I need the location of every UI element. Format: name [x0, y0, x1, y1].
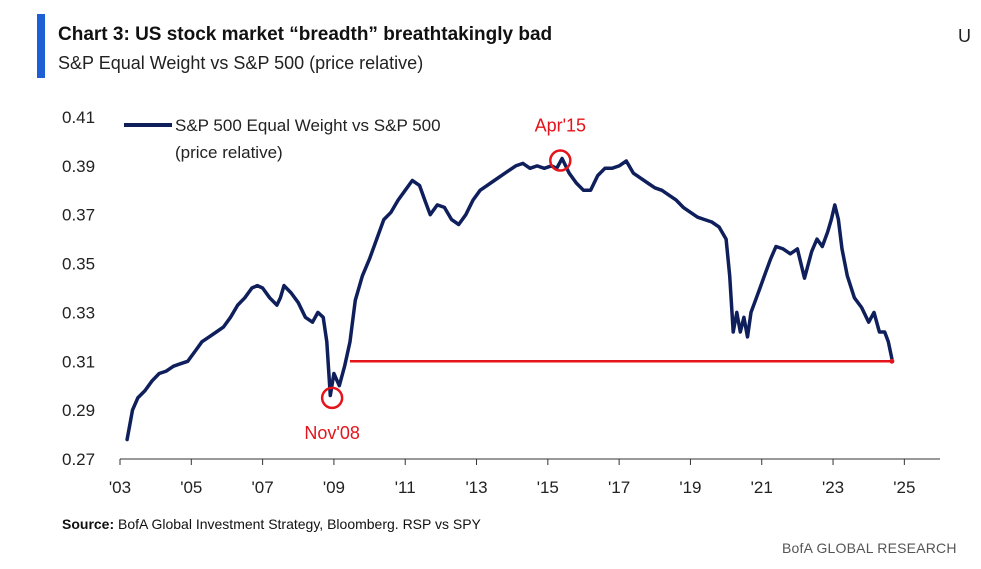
legend-label-line2: (price relative) [175, 143, 283, 162]
x-tick-label: '07 [252, 478, 274, 497]
x-tick-label: '03 [109, 478, 131, 497]
title-accent-bar [37, 14, 45, 78]
x-tick-label: '23 [822, 478, 844, 497]
y-tick-label: 0.37 [62, 206, 95, 225]
y-tick-label: 0.27 [62, 450, 95, 469]
source-text: BofA Global Investment Strategy, Bloombe… [114, 516, 481, 532]
x-tick-label: '05 [180, 478, 202, 497]
y-tick-label: 0.39 [62, 157, 95, 176]
annotation-label: Apr'15 [535, 116, 586, 136]
x-tick-label: '21 [751, 478, 773, 497]
annotation-circle [320, 386, 344, 410]
y-tick-label: 0.29 [62, 401, 95, 420]
x-tick-label: '09 [323, 478, 345, 497]
y-tick-label: 0.35 [62, 255, 95, 274]
x-tick-label: '15 [537, 478, 559, 497]
x-tick-label: '19 [679, 478, 701, 497]
x-tick-label: '13 [465, 478, 487, 497]
source-label: Source: [62, 516, 115, 532]
corner-letter: U [958, 26, 971, 46]
y-tick-label: 0.33 [62, 303, 95, 322]
reference-line-end-dot [889, 358, 895, 364]
brand-label: BofA GLOBAL RESEARCH [782, 540, 957, 556]
series-line [125, 156, 894, 442]
y-tick-label: 0.31 [62, 352, 95, 371]
legend-label-line1: S&P 500 Equal Weight vs S&P 500 [175, 116, 441, 135]
x-tick-label: '17 [608, 478, 630, 497]
chart-subtitle: S&P Equal Weight vs S&P 500 (price relat… [58, 53, 424, 73]
x-tick-label: '25 [893, 478, 915, 497]
chart-title: Chart 3: US stock market “breadth” breat… [58, 24, 553, 45]
source-note: Source: BofA Global Investment Strategy,… [62, 516, 481, 532]
x-tick-label: '11 [395, 478, 416, 497]
y-tick-label: 0.41 [62, 108, 95, 127]
annotation-label: Nov'08 [304, 423, 359, 443]
annotation-circle [549, 149, 572, 172]
